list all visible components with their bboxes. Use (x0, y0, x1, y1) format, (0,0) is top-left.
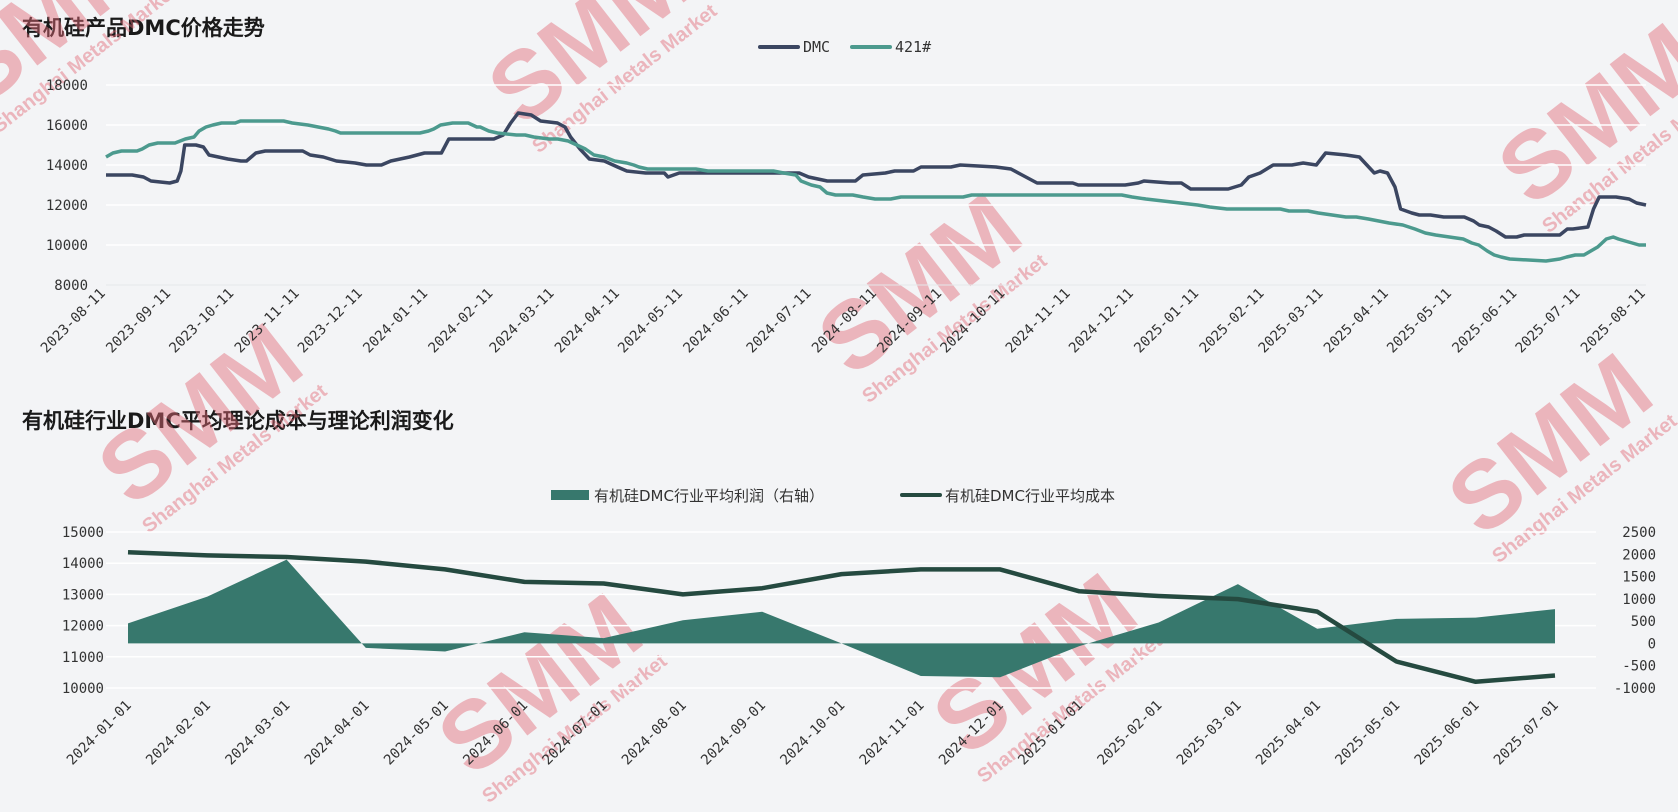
x-tick-label: 2024-03-01 (222, 698, 293, 769)
x-tick-label: 2024-01-11 (360, 286, 431, 357)
x-tick-label: 2023-09-11 (103, 286, 174, 357)
x-tick-label: 2025-06-01 (1412, 698, 1483, 769)
y-tick-label: 16000 (46, 118, 88, 134)
right-y-tick-label: 2500 (1622, 525, 1656, 541)
y-tick-label: 18000 (46, 78, 88, 94)
legend-label-cost[interactable]: 有机硅DMC行业平均成本 (945, 487, 1115, 505)
x-tick-label: 2024-03-11 (487, 286, 558, 357)
cost-profit-legend[interactable]: 有机硅DMC行业平均利润（右轴） 有机硅DMC行业平均成本 (551, 487, 1115, 505)
x-tick-label: 2024-08-01 (619, 698, 690, 769)
x-tick-label: 2025-01-11 (1131, 286, 1202, 357)
x-tick-label: 2023-12-11 (295, 286, 366, 357)
x-tick-label: 2025-07-11 (1513, 286, 1584, 357)
right-y-tick-label: -1000 (1614, 681, 1656, 697)
x-tick-label: 2023-08-11 (38, 286, 109, 357)
x-tick-label: 2024-04-01 (302, 698, 373, 769)
x-tick-label: 2024-11-01 (857, 698, 928, 769)
cost-profit-chart-title: 有机硅行业DMC平均理论成本与理论利润变化 (22, 409, 454, 433)
x-tick-label: 2024-06-11 (680, 286, 751, 357)
legend-label-421[interactable]: 421# (895, 38, 931, 56)
x-tick-label: 2025-04-11 (1321, 286, 1392, 357)
profit-area (128, 559, 1555, 678)
right-y-tick-label: 1500 (1622, 570, 1656, 586)
x-tick-label: 2024-01-01 (64, 698, 135, 769)
x-tick-label: 2025-06-11 (1449, 286, 1520, 357)
x-tick-label: 2025-04-01 (1253, 698, 1324, 769)
right-y-tick-label: 500 (1631, 614, 1656, 630)
right-y-tick-label: 1000 (1622, 592, 1656, 608)
legend-swatch-profit (551, 490, 589, 500)
profit-area-series (128, 559, 1555, 678)
y-tick-label: 8000 (54, 278, 88, 294)
cost-profit-x-axis: 2024-01-01 2024-02-01 2024-03-01 2024-04-01… (64, 698, 1562, 769)
x-tick-label: 2024-09-01 (698, 698, 769, 769)
x-tick-label: 2024-04-11 (552, 286, 623, 357)
y-tick-label: 12000 (46, 198, 88, 214)
cost-line (127, 550, 1556, 685)
cost-line-series (127, 550, 1556, 685)
left-y-tick-label: 13000 (62, 587, 104, 603)
price-chart-title: 有机硅产品DMC价格走势 (22, 16, 265, 40)
price-chart-y-axis: 8000 10000 12000 14000 16000 18000 (46, 78, 88, 294)
x-tick-label: 2024-07-11 (744, 286, 815, 357)
price-chart-legend[interactable]: DMC 421# (758, 38, 931, 56)
x-tick-label: 2024-02-11 (426, 286, 497, 357)
left-y-tick-label: 11000 (62, 650, 104, 666)
cost-axis-left: 10000 11000 12000 13000 14000 15000 (62, 525, 104, 697)
x-tick-label: 2024-12-11 (1066, 286, 1137, 357)
dmc-price-line (106, 111, 1647, 239)
x-tick-label: 2024-02-01 (143, 698, 214, 769)
left-y-tick-label: 14000 (62, 556, 104, 572)
grade421-price-line (105, 119, 1646, 263)
x-tick-label: 2025-05-01 (1332, 698, 1403, 769)
x-tick-label: 2025-02-01 (1095, 698, 1166, 769)
legend-label-dmc[interactable]: DMC (803, 38, 830, 56)
right-y-tick-label: 2000 (1622, 547, 1656, 563)
legend-label-profit[interactable]: 有机硅DMC行业平均利润（右轴） (594, 487, 824, 505)
left-y-tick-label: 15000 (62, 525, 104, 541)
profit-axis-right: -1000 -500 0 500 1000 1500 2000 2500 (1614, 525, 1656, 697)
x-tick-label: 2025-07-01 (1491, 698, 1562, 769)
y-tick-label: 14000 (46, 158, 88, 174)
right-y-tick-label: -500 (1622, 659, 1656, 675)
x-tick-label: 2024-05-11 (615, 286, 686, 357)
right-y-tick-label: 0 (1648, 636, 1656, 652)
price-chart-plot (105, 111, 1647, 263)
y-tick-label: 10000 (46, 238, 88, 254)
x-tick-label: 2025-05-11 (1384, 286, 1455, 357)
x-tick-label: 2025-03-01 (1174, 698, 1245, 769)
left-y-tick-label: 10000 (62, 681, 104, 697)
x-tick-label: 2024-10-01 (777, 698, 848, 769)
left-y-tick-label: 12000 (62, 619, 104, 635)
watermark-brand: SMM (469, 0, 711, 145)
